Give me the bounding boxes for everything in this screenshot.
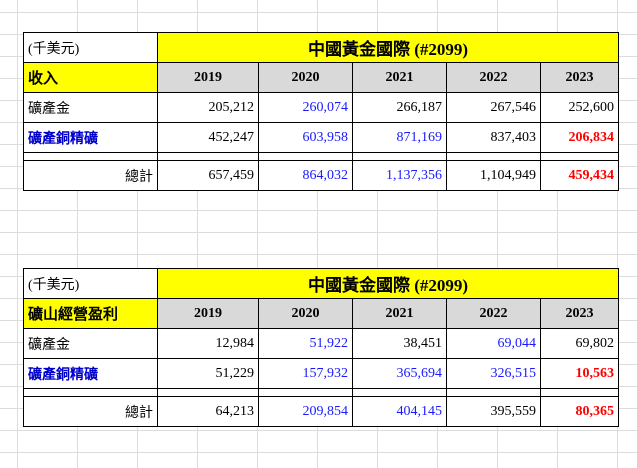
- row-label[interactable]: 礦產銅精礦: [23, 122, 158, 153]
- empty-cell[interactable]: [258, 388, 353, 397]
- year-header[interactable]: 2021: [352, 62, 447, 93]
- cell-value[interactable]: 1,137,356: [352, 160, 447, 191]
- cell-value[interactable]: 837,403: [446, 122, 541, 153]
- section-label[interactable]: 礦山經營盈利: [23, 298, 158, 329]
- cell-value[interactable]: 80,365: [540, 396, 619, 427]
- cell-value[interactable]: 459,434: [540, 160, 619, 191]
- empty-cell[interactable]: [540, 152, 619, 161]
- cell-value[interactable]: 10,563: [540, 358, 619, 389]
- year-header[interactable]: 2020: [258, 62, 353, 93]
- unit-label[interactable]: (千美元): [23, 32, 158, 63]
- unit-label[interactable]: (千美元): [23, 268, 158, 299]
- empty-cell[interactable]: [23, 388, 158, 397]
- row-label[interactable]: 礦產金: [23, 92, 158, 123]
- cell-value[interactable]: 657,459: [157, 160, 259, 191]
- cell-value[interactable]: 260,074: [258, 92, 353, 123]
- year-header[interactable]: 2021: [352, 298, 447, 329]
- spacer-row: [23, 152, 619, 161]
- empty-cell[interactable]: [157, 388, 259, 397]
- cell-value[interactable]: 252,600: [540, 92, 619, 123]
- empty-cell[interactable]: [446, 152, 541, 161]
- row-label[interactable]: 礦產金: [23, 328, 158, 359]
- table-title[interactable]: 中國黃金國際 (#2099): [157, 268, 619, 299]
- cell-value[interactable]: 365,694: [352, 358, 447, 389]
- cell-value[interactable]: 395,559: [446, 396, 541, 427]
- revenue-table: (千美元) 中國黃金國際 (#2099) 收入 2019 2020 2021 2…: [23, 32, 619, 191]
- empty-cell[interactable]: [446, 388, 541, 397]
- year-header[interactable]: 2020: [258, 298, 353, 329]
- cell-value[interactable]: 206,834: [540, 122, 619, 153]
- cell-value[interactable]: 452,247: [157, 122, 259, 153]
- total-row: 總計 657,459 864,032 1,137,356 1,104,949 4…: [23, 160, 619, 191]
- year-header[interactable]: 2019: [157, 62, 259, 93]
- cell-value[interactable]: 603,958: [258, 122, 353, 153]
- cell-value[interactable]: 209,854: [258, 396, 353, 427]
- empty-cell[interactable]: [352, 152, 447, 161]
- empty-cell[interactable]: [258, 152, 353, 161]
- cell-value[interactable]: 69,802: [540, 328, 619, 359]
- total-label[interactable]: 總計: [23, 396, 158, 427]
- cell-value[interactable]: 12,984: [157, 328, 259, 359]
- cell-value[interactable]: 266,187: [352, 92, 447, 123]
- row-label[interactable]: 礦產銅精礦: [23, 358, 158, 389]
- year-header[interactable]: 2022: [446, 62, 541, 93]
- cell-value[interactable]: 1,104,949: [446, 160, 541, 191]
- year-header[interactable]: 2023: [540, 298, 619, 329]
- year-header[interactable]: 2019: [157, 298, 259, 329]
- empty-cell[interactable]: [352, 388, 447, 397]
- cell-value[interactable]: 51,922: [258, 328, 353, 359]
- cell-value[interactable]: 64,213: [157, 396, 259, 427]
- cell-value[interactable]: 871,169: [352, 122, 447, 153]
- cell-value[interactable]: 51,229: [157, 358, 259, 389]
- empty-cell[interactable]: [157, 152, 259, 161]
- year-header[interactable]: 2022: [446, 298, 541, 329]
- empty-cell[interactable]: [540, 388, 619, 397]
- total-label[interactable]: 總計: [23, 160, 158, 191]
- mine-profit-table: (千美元) 中國黃金國際 (#2099) 礦山經營盈利 2019 2020 20…: [23, 268, 619, 427]
- total-row: 總計 64,213 209,854 404,145 395,559 80,365: [23, 396, 619, 427]
- section-label[interactable]: 收入: [23, 62, 158, 93]
- cell-value[interactable]: 267,546: [446, 92, 541, 123]
- table-row: 礦產銅精礦 452,247 603,958 871,169 837,403 20…: [23, 122, 619, 153]
- table-row: 礦產銅精礦 51,229 157,932 365,694 326,515 10,…: [23, 358, 619, 389]
- table-row: 礦產金 12,984 51,922 38,451 69,044 69,802: [23, 328, 619, 359]
- cell-value[interactable]: 205,212: [157, 92, 259, 123]
- cell-value[interactable]: 326,515: [446, 358, 541, 389]
- table-title[interactable]: 中國黃金國際 (#2099): [157, 32, 619, 63]
- empty-cell[interactable]: [23, 152, 158, 161]
- cell-value[interactable]: 157,932: [258, 358, 353, 389]
- table-row: 礦產金 205,212 260,074 266,187 267,546 252,…: [23, 92, 619, 123]
- spacer-row: [23, 388, 619, 397]
- cell-value[interactable]: 404,145: [352, 396, 447, 427]
- cell-value[interactable]: 69,044: [446, 328, 541, 359]
- cell-value[interactable]: 38,451: [352, 328, 447, 359]
- cell-value[interactable]: 864,032: [258, 160, 353, 191]
- year-header[interactable]: 2023: [540, 62, 619, 93]
